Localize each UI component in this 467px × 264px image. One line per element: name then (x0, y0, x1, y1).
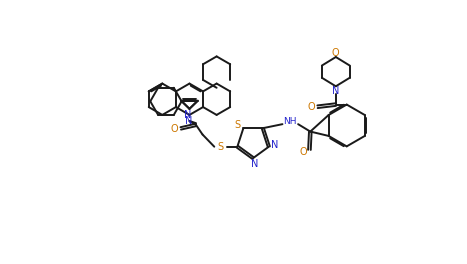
Text: NH: NH (283, 117, 297, 126)
Text: S: S (234, 120, 241, 130)
Text: N: N (332, 86, 340, 96)
Text: S: S (218, 142, 224, 152)
Text: N: N (271, 140, 278, 150)
Text: O: O (308, 102, 315, 112)
Text: O: O (299, 147, 307, 157)
Text: N: N (184, 110, 192, 120)
Text: O: O (171, 124, 178, 134)
Text: O: O (332, 48, 340, 58)
Text: N: N (251, 159, 259, 169)
Text: N: N (185, 116, 192, 126)
